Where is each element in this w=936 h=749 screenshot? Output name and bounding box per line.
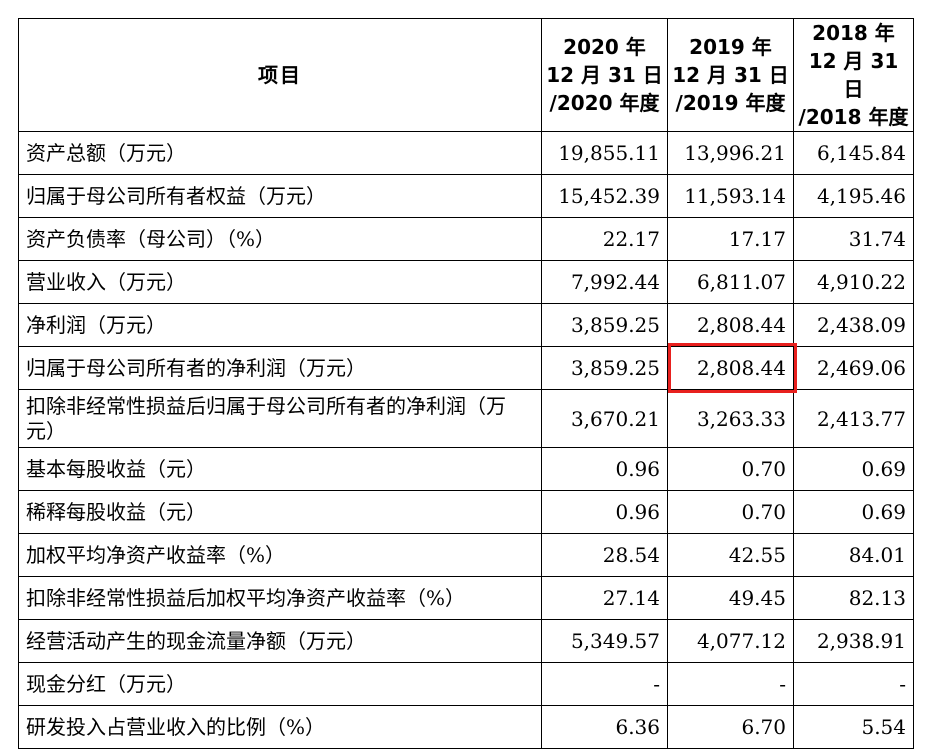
table-header-row: 项目 2020 年 12 月 31 日 /2020 年度 2019 年 12 月… [18, 18, 914, 132]
cell-2019: 3,263.33 [667, 389, 794, 448]
cell-2020: 3,859.25 [541, 346, 668, 390]
table-row: 资产负债率（母公司）（%） 22.17 17.17 31.74 [18, 217, 914, 261]
cell-2019: 13,996.21 [667, 131, 794, 175]
cell-2020: 6.36 [541, 705, 668, 749]
cell-2018: 84.01 [793, 533, 914, 577]
row-label: 经营活动产生的现金流量净额（万元） [18, 619, 542, 663]
cell-2018: 82.13 [793, 576, 914, 620]
row-label: 资产总额（万元） [18, 131, 542, 175]
header-2018-line2: 12 月 31 日 [808, 49, 899, 101]
cell-2020: 3,859.25 [541, 303, 668, 347]
row-label: 现金分红（万元） [18, 662, 542, 706]
row-label: 基本每股收益（元） [18, 447, 542, 491]
header-2018-line1: 2018 年 [812, 21, 895, 45]
cell-2019: 0.70 [667, 447, 794, 491]
table-row: 加权平均净资产收益率（%） 28.54 42.55 84.01 [18, 533, 914, 577]
cell-2018: 4,910.22 [793, 260, 914, 304]
table-row: 营业收入（万元） 7,992.44 6,811.07 4,910.22 [18, 260, 914, 304]
cell-2018: 31.74 [793, 217, 914, 261]
cell-2019: - [667, 662, 794, 706]
row-label: 归属于母公司所有者的净利润（万元） [18, 346, 542, 390]
row-label: 稀释每股收益（元） [18, 490, 542, 534]
cell-2020: 3,670.21 [541, 389, 668, 448]
table-row: 扣除非经常性损益后加权平均净资产收益率（%） 27.14 49.45 82.13 [18, 576, 914, 620]
cell-2018: 2,938.91 [793, 619, 914, 663]
cell-2018: 5.54 [793, 705, 914, 749]
cell-2018: 2,413.77 [793, 389, 914, 448]
cell-2018: 2,438.09 [793, 303, 914, 347]
cell-2019: 2,808.44 [667, 303, 794, 347]
table-row: 归属于母公司所有者权益（万元） 15,452.39 11,593.14 4,19… [18, 174, 914, 218]
cell-2020: 0.96 [541, 447, 668, 491]
financial-data-table: 项目 2020 年 12 月 31 日 /2020 年度 2019 年 12 月… [18, 18, 914, 749]
table-row: 现金分红（万元） - - - [18, 662, 914, 706]
cell-2019: 11,593.14 [667, 174, 794, 218]
table-row: 研发投入占营业收入的比例（%） 6.36 6.70 5.54 [18, 705, 914, 749]
table-row: 稀释每股收益（元） 0.96 0.70 0.69 [18, 490, 914, 534]
cell-2020: 15,452.39 [541, 174, 668, 218]
header-item: 项目 [18, 18, 542, 132]
financial-table-container: 项目 2020 年 12 月 31 日 /2020 年度 2019 年 12 月… [18, 18, 914, 749]
row-label: 扣除非经常性损益后归属于母公司所有者的净利润（万元） [18, 389, 542, 448]
row-label: 归属于母公司所有者权益（万元） [18, 174, 542, 218]
header-2020: 2020 年 12 月 31 日 /2020 年度 [541, 18, 668, 132]
cell-2020: 5,349.57 [541, 619, 668, 663]
table-row: 净利润（万元） 3,859.25 2,808.44 2,438.09 [18, 303, 914, 347]
cell-2020: 22.17 [541, 217, 668, 261]
cell-2019: 4,077.12 [667, 619, 794, 663]
cell-2019: 49.45 [667, 576, 794, 620]
row-label: 资产负债率（母公司）（%） [18, 217, 542, 261]
header-2018: 2018 年 12 月 31 日 /2018 年度 [793, 18, 914, 132]
highlighted-value: 2,808.44 [696, 356, 786, 380]
table-row: 扣除非经常性损益后归属于母公司所有者的净利润（万元） 3,670.21 3,26… [18, 389, 914, 448]
row-label: 净利润（万元） [18, 303, 542, 347]
cell-2019: 42.55 [667, 533, 794, 577]
cell-2018: 2,469.06 [793, 346, 914, 390]
row-label: 研发投入占营业收入的比例（%） [18, 705, 542, 749]
header-2020-line3: /2020 年度 [549, 91, 660, 115]
cell-2020: - [541, 662, 668, 706]
cell-2020: 7,992.44 [541, 260, 668, 304]
header-2020-line2: 12 月 31 日 [546, 63, 663, 87]
cell-2018: 0.69 [793, 447, 914, 491]
table-row: 归属于母公司所有者的净利润（万元） 3,859.25 2,808.44 2,46… [18, 343, 914, 393]
cell-2018: - [793, 662, 914, 706]
cell-2019-highlighted: 2,808.44 [667, 343, 797, 393]
cell-2018: 6,145.84 [793, 131, 914, 175]
cell-2018: 4,195.46 [793, 174, 914, 218]
header-2019-line2: 12 月 31 日 [672, 63, 789, 87]
row-label: 扣除非经常性损益后加权平均净资产收益率（%） [18, 576, 542, 620]
header-2019-line3: /2019 年度 [675, 91, 786, 115]
header-2020-line1: 2020 年 [563, 35, 646, 59]
table-row: 资产总额（万元） 19,855.11 13,996.21 6,145.84 [18, 131, 914, 175]
cell-2020: 27.14 [541, 576, 668, 620]
cell-2019: 6.70 [667, 705, 794, 749]
row-label: 加权平均净资产收益率（%） [18, 533, 542, 577]
header-2018-line3: /2018 年度 [798, 105, 909, 129]
cell-2019: 17.17 [667, 217, 794, 261]
table-row: 基本每股收益（元） 0.96 0.70 0.69 [18, 447, 914, 491]
table-row: 经营活动产生的现金流量净额（万元） 5,349.57 4,077.12 2,93… [18, 619, 914, 663]
cell-2020: 0.96 [541, 490, 668, 534]
cell-2020: 28.54 [541, 533, 668, 577]
header-2019-line1: 2019 年 [689, 35, 772, 59]
header-2019: 2019 年 12 月 31 日 /2019 年度 [667, 18, 794, 132]
row-label: 营业收入（万元） [18, 260, 542, 304]
cell-2019: 6,811.07 [667, 260, 794, 304]
cell-2019: 0.70 [667, 490, 794, 534]
cell-2018: 0.69 [793, 490, 914, 534]
cell-2020: 19,855.11 [541, 131, 668, 175]
